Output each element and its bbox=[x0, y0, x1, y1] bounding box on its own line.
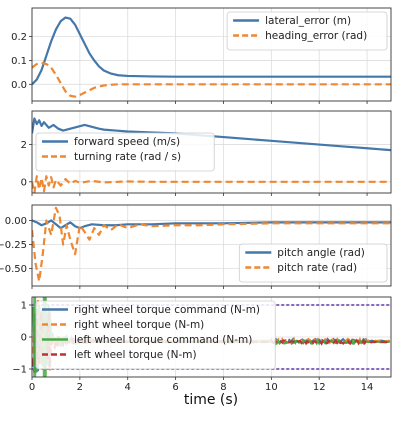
legend-label: lateral_error (m) bbox=[265, 15, 351, 27]
legend-label: right wheel torque command (N-m) bbox=[74, 304, 260, 316]
axes-frame bbox=[31, 110, 392, 194]
subplot-speed: 0 2 forward speed (m/s) turning rate (rad /… bbox=[21, 110, 392, 196]
legend-label: left wheel torque command (N-m) bbox=[74, 334, 252, 346]
legend-label: pitch rate (rad) bbox=[277, 262, 357, 274]
y-tick-label: 0.00 bbox=[5, 216, 27, 227]
series-line-dashed bbox=[32, 206, 391, 283]
x-tick-label: 12 bbox=[313, 382, 326, 393]
x-tick-label: 8 bbox=[220, 382, 226, 393]
legend-box bbox=[226, 11, 388, 51]
legend: forward speed (m/s) turning rate (rad / s… bbox=[35, 132, 215, 172]
y-tick-label: −1 bbox=[12, 365, 27, 376]
y-tick-label: −0.25 bbox=[0, 240, 27, 251]
subplot-error: 0.0 0.1 0.2 lateral_error (m) heading_error … bbox=[11, 7, 392, 104]
plot-area bbox=[32, 117, 391, 193]
x-tick-label: 2 bbox=[77, 382, 83, 393]
legend-box bbox=[35, 132, 215, 172]
y-tick-label: 1 bbox=[21, 301, 27, 312]
legend-box bbox=[238, 243, 388, 283]
y-tick-label: 0.2 bbox=[11, 32, 27, 43]
y-tick-label: −0.50 bbox=[0, 264, 27, 275]
plot-area bbox=[32, 206, 391, 283]
x-tick-label: 10 bbox=[265, 382, 278, 393]
x-tick-label: 4 bbox=[125, 382, 131, 393]
y-tick-label: 2 bbox=[21, 140, 27, 151]
legend-label: forward speed (m/s) bbox=[74, 136, 180, 148]
axes-frame bbox=[31, 296, 392, 378]
saturation-band bbox=[33, 297, 37, 377]
legend: pitch angle (rad) pitch rate (rad) bbox=[238, 243, 388, 283]
series-line-solid bbox=[32, 16, 391, 86]
series-line-dashed bbox=[32, 175, 391, 193]
x-tick-label: 14 bbox=[361, 382, 374, 393]
subplot-pitch: 0.00 −0.25 −0.50 pitch angle (rad) pitch rat… bbox=[0, 204, 392, 289]
legend: right wheel torque command (N-m) right wh… bbox=[35, 300, 276, 370]
legend-label: pitch angle (rad) bbox=[277, 247, 365, 259]
y-tick-label: 0 bbox=[21, 177, 27, 188]
x-axis-label: time (s) bbox=[184, 392, 238, 408]
legend-label: turning rate (rad / s) bbox=[74, 151, 181, 163]
legend-box bbox=[35, 300, 276, 370]
legend: lateral_error (m) heading_error (rad) bbox=[226, 11, 388, 51]
plot-area bbox=[32, 16, 391, 98]
x-tick-label: 6 bbox=[172, 382, 178, 393]
series-line-solid bbox=[32, 117, 391, 152]
y-tick-label: 0 bbox=[21, 333, 27, 344]
legend-label: right wheel torque (N-m) bbox=[74, 319, 204, 331]
series-line-dashed bbox=[32, 61, 391, 98]
legend-label: left wheel torque (N-m) bbox=[74, 349, 197, 361]
axes-frame bbox=[31, 7, 392, 102]
y-tick-label: 0.0 bbox=[11, 80, 27, 91]
x-tick-label: 0 bbox=[29, 382, 35, 393]
axes-frame bbox=[31, 204, 392, 287]
y-tick-label: 0.1 bbox=[11, 56, 27, 67]
legend-label: heading_error (rad) bbox=[265, 30, 367, 42]
